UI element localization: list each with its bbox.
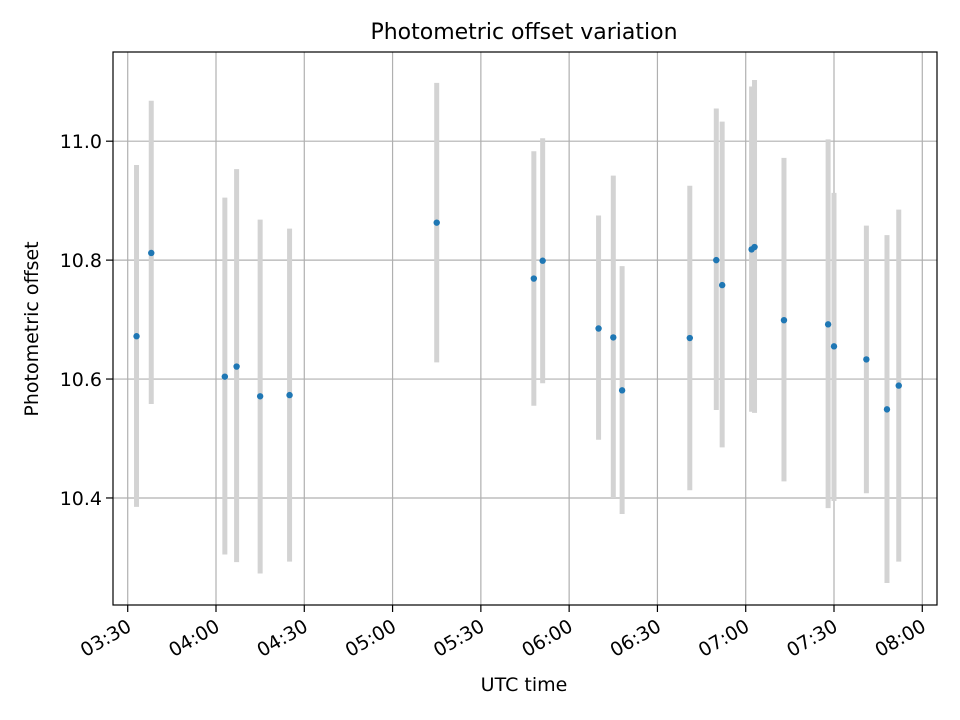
data-point <box>148 249 155 257</box>
data-point <box>433 219 440 226</box>
x-tick-label: 04:00 <box>165 615 223 661</box>
data-point <box>895 382 902 389</box>
data-point <box>751 243 758 251</box>
y-tick-label: 11.0 <box>60 131 102 153</box>
data-point <box>824 321 832 328</box>
error-bars <box>134 79 902 583</box>
data-point <box>713 256 720 264</box>
plot-frame <box>112 51 938 606</box>
x-tick-label: 03:30 <box>77 615 135 661</box>
data-point <box>610 334 617 341</box>
x-tick-label: 04:30 <box>253 615 311 661</box>
data-point <box>256 393 264 400</box>
x-tick-label: 05:00 <box>342 615 400 661</box>
data-point <box>286 391 293 399</box>
chart-title: Photometric offset variation <box>370 20 677 45</box>
data-point <box>530 275 538 282</box>
data-point <box>686 334 693 342</box>
y-axis-label: Photometric offset <box>21 241 43 416</box>
x-tick-label: 05:30 <box>430 615 488 661</box>
x-tick-label: 08:00 <box>871 615 929 661</box>
y-axis-ticks: 10.4 10.6 10.8 11.0 <box>60 131 113 510</box>
x-axis-label: UTC time <box>481 674 568 696</box>
x-tick-label: 06:30 <box>607 615 665 661</box>
data-point <box>618 387 626 394</box>
y-tick-label: 10.6 <box>60 369 102 391</box>
y-tick-label: 10.8 <box>60 250 102 272</box>
y-tick-label: 10.4 <box>60 488 102 510</box>
data-point <box>830 343 838 350</box>
data-point <box>883 406 891 413</box>
grid <box>113 52 937 605</box>
data-point <box>718 281 726 289</box>
x-tick-label: 06:00 <box>518 615 576 661</box>
data-points <box>133 219 902 413</box>
data-point <box>133 333 140 340</box>
data-point <box>233 363 240 370</box>
data-point <box>780 316 788 324</box>
x-axis-ticks: 03:30 04:00 04:30 05:00 05:30 06:00 06:30 07:00… <box>77 605 930 662</box>
x-tick-label: 07:30 <box>783 615 841 661</box>
data-point <box>863 356 870 363</box>
x-tick-label: 07:00 <box>695 615 753 661</box>
data-point <box>539 257 546 264</box>
data-point <box>595 325 602 332</box>
data-point <box>221 373 229 380</box>
